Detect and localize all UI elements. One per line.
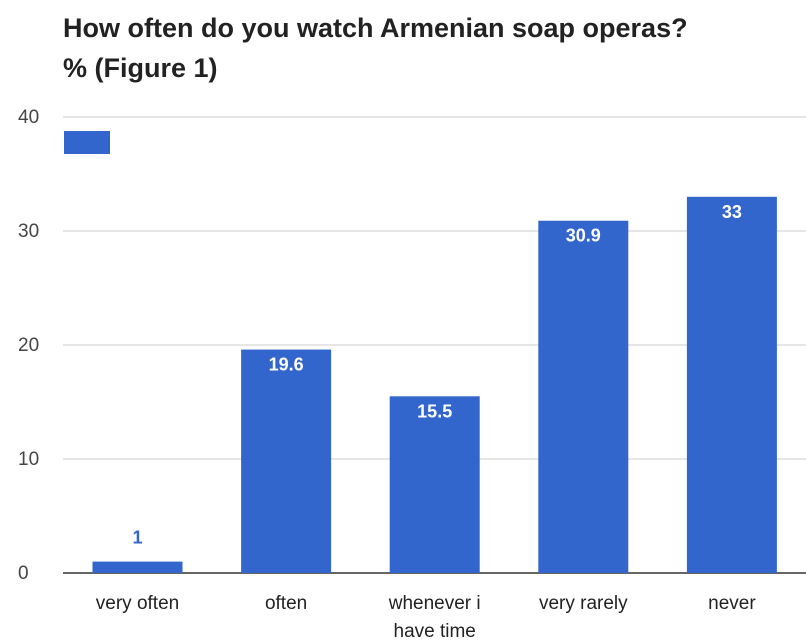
chart-title-line-2: % (Figure 1) <box>63 53 218 83</box>
chart-title: How often do you watch Armenian soap ope… <box>63 8 803 88</box>
y-tick-label: 10 <box>18 449 39 470</box>
x-tick-label: very rarely <box>539 593 628 614</box>
y-tick-label: 20 <box>18 335 39 356</box>
bar <box>92 561 183 573</box>
legend-swatch <box>64 131 110 154</box>
data-label: 1 <box>132 528 142 548</box>
bar <box>686 196 777 574</box>
data-label: 30.9 <box>566 226 601 246</box>
x-tick-label: never <box>708 593 756 614</box>
x-tick-label: whenever i <box>388 593 481 614</box>
x-tick-label: often <box>265 593 307 614</box>
x-tick-label: very often <box>96 593 179 614</box>
y-tick-label: 30 <box>18 221 39 242</box>
chart-title-line-1: How often do you watch Armenian soap ope… <box>63 13 688 43</box>
bar <box>241 349 332 573</box>
bar <box>389 396 480 573</box>
x-tick-label: have time <box>394 621 476 641</box>
y-tick-label: 0 <box>18 563 29 584</box>
data-label: 19.6 <box>269 355 304 375</box>
data-label: 33 <box>722 202 742 222</box>
bar <box>538 220 629 574</box>
data-label: 15.5 <box>417 401 452 421</box>
y-tick-label: 40 <box>18 107 39 128</box>
